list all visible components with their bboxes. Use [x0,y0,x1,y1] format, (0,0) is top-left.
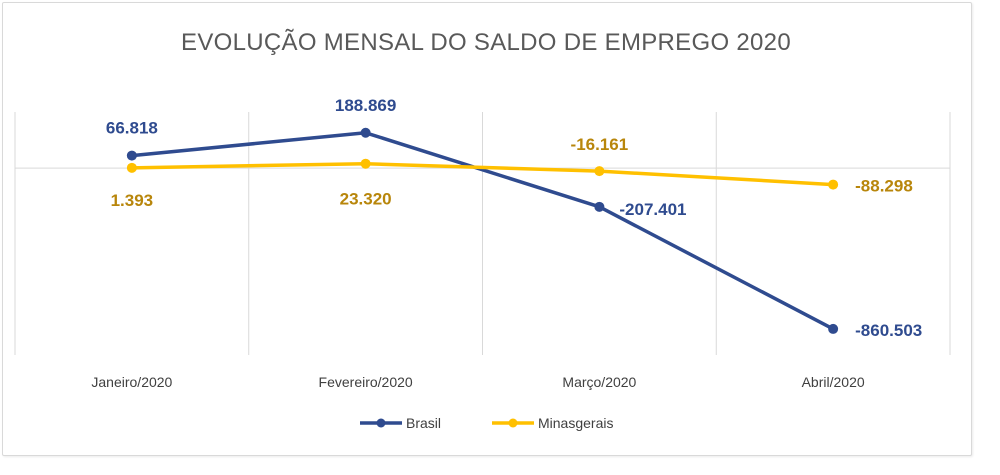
chart-title: EVOLUÇÃO MENSAL DO SALDO DE EMPREGO 2020 [181,29,791,56]
x-tick-label: Março/2020 [562,374,636,390]
data-label-brasil: 188.869 [335,96,396,115]
x-tick-label: Janeiro/2020 [91,374,172,390]
series-line-brasil [130,131,835,331]
data-point-brasil [360,127,371,138]
data-point-minasgerais [594,166,605,177]
data-point-brasil [594,201,605,212]
chart-frame [2,2,972,456]
data-label-minasgerais: -16.161 [571,135,629,154]
data-label-brasil: -860.503 [855,321,922,340]
legend-item-minasgerais: Minasgerais [492,415,613,431]
data-label-minasgerais: 1.393 [111,191,154,210]
data-label-minasgerais: 23.320 [340,190,392,209]
legend-marker [376,418,386,428]
legend-label: Minasgerais [538,415,613,431]
data-point-minasgerais [360,158,371,169]
data-point-brasil [828,323,839,334]
legend-marker [508,418,518,428]
legend-label: Brasil [406,415,441,431]
data-label-brasil: -207.401 [619,200,686,219]
data-label-brasil: 66.818 [106,119,158,138]
x-tick-label: Fevereiro/2020 [319,374,413,390]
data-point-minasgerais [828,179,839,190]
x-tick-label: Abril/2020 [802,374,865,390]
data-label-minasgerais: -88.298 [855,177,913,196]
data-point-brasil [126,150,137,161]
data-point-minasgerais [126,162,137,173]
series-line-minasgerais [130,161,835,187]
legend-item-brasil: Brasil [360,415,441,431]
